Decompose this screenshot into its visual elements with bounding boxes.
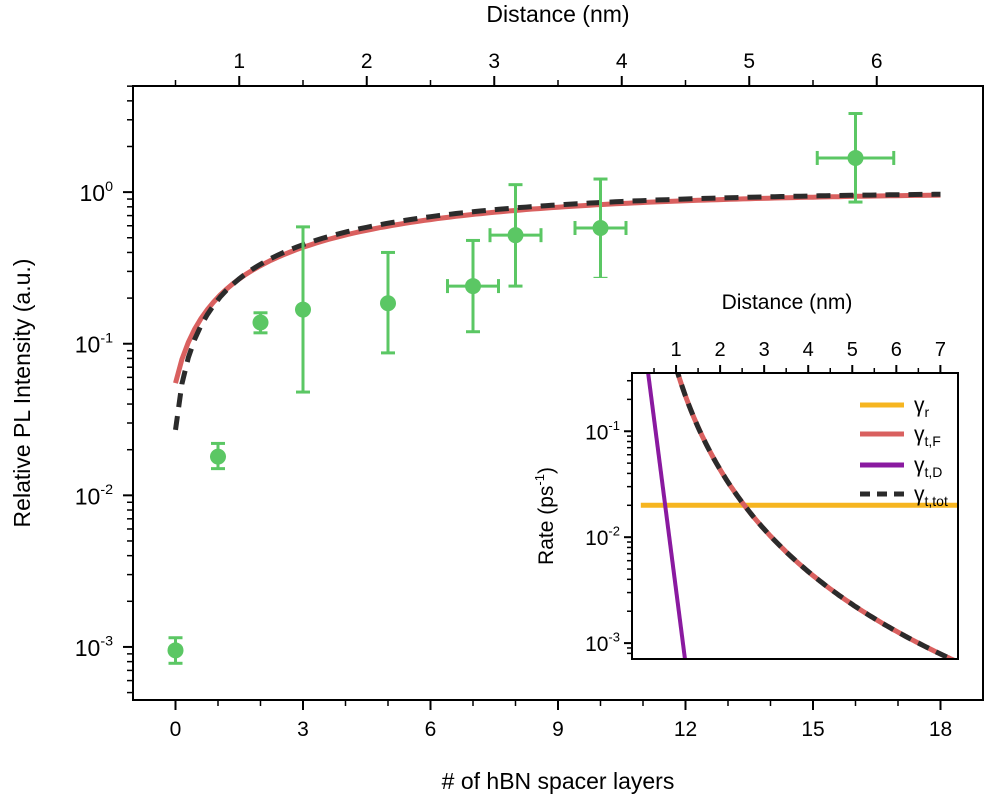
inset-x-tick-label: 4 <box>803 339 814 361</box>
x-tick-label: 18 <box>929 718 952 741</box>
data-marker <box>847 149 864 166</box>
x-tick-label: 0 <box>170 718 182 741</box>
inset-y-tick-label: 10-3 <box>585 630 620 656</box>
top-axis-label: Distance (nm) <box>486 1 629 27</box>
y-tick-label-base: 10 <box>75 483 101 509</box>
data-marker <box>295 301 311 318</box>
data-point-7 <box>573 177 628 280</box>
inset-y-axis-label: Rate (ps-1) <box>532 467 558 565</box>
data-marker <box>167 642 184 659</box>
legend-label-sub: t,D <box>925 464 943 480</box>
x-tick-label: 15 <box>801 718 824 741</box>
data-point-5 <box>446 238 500 334</box>
legend-label-sub: t,tot <box>925 493 948 509</box>
inset-curves <box>640 373 958 659</box>
inset-y-tick-label-base: 10 <box>585 527 608 550</box>
data-marker <box>252 314 269 331</box>
inset-y-axis-label-close: ) <box>535 467 558 474</box>
y-tick-label: 10-1 <box>75 330 113 357</box>
y-tick-label-base: 10 <box>75 332 101 358</box>
inset-y-tick-label-base: 10 <box>585 633 608 656</box>
inset-y-tick-label-base: 10 <box>585 421 608 444</box>
inset-y-axis-label-main: Rate (ps <box>535 486 558 565</box>
top-tick-label: 5 <box>743 50 755 73</box>
legend-label-main: γ <box>914 454 925 477</box>
data-point-1 <box>210 441 226 471</box>
y-tick-label-exp: -3 <box>100 634 113 650</box>
legend-label-sub: t,F <box>925 433 941 449</box>
legend-label-main: γ <box>914 483 925 506</box>
inset-x-tick-label: 5 <box>847 339 858 361</box>
inset-line-γ_t,D <box>646 373 687 659</box>
y-tick-label: 10-2 <box>75 482 113 509</box>
x-tick-label: 9 <box>552 718 564 741</box>
inset-y-tick-label-exp: -2 <box>608 524 620 539</box>
inset-y-tick-label-exp: -1 <box>608 418 620 433</box>
inset-x-tick-label: 2 <box>715 339 726 361</box>
inset-x-tick-label: 6 <box>891 339 902 361</box>
data-marker <box>592 219 609 236</box>
x-tick-label: 12 <box>674 718 697 741</box>
data-marker <box>507 227 524 244</box>
data-marker <box>210 448 226 465</box>
top-tick-label: 4 <box>616 50 628 73</box>
y-tick-label-base: 10 <box>79 180 105 206</box>
data-point-3 <box>295 225 311 394</box>
top-tick-label: 6 <box>871 50 883 73</box>
inset-y-tick-label: 10-1 <box>585 418 620 444</box>
inset-x-tick-label: 7 <box>935 339 946 361</box>
y-tick-label-exp: -1 <box>100 330 113 346</box>
data-point-0 <box>167 636 184 665</box>
inset-x-tick-label: 3 <box>759 339 770 361</box>
inset-y-tick-label: 10-2 <box>585 524 620 550</box>
x-tick-label: 6 <box>425 718 437 741</box>
inset-y-tick-label-exp: -3 <box>608 630 620 645</box>
legend-label-sub: r <box>925 404 930 420</box>
legend-item-γ_t,F: γt,F <box>860 423 941 449</box>
legend-item-γ_t,tot: γt,tot <box>860 483 948 509</box>
top-tick-label: 2 <box>361 50 373 73</box>
inset-x-axis-label: Distance (nm) <box>722 291 853 314</box>
data-marker <box>380 295 396 312</box>
inset-background <box>537 278 973 676</box>
x-tick-label: 3 <box>297 718 309 741</box>
data-point-6 <box>488 183 543 288</box>
legend-label: γt,tot <box>914 483 948 509</box>
legend-label-main: γ <box>914 423 925 446</box>
y-tick-label: 100 <box>79 179 113 206</box>
x-axis-label: # of hBN spacer layers <box>442 768 675 794</box>
inset-y-axis-label-exp: -1 <box>532 474 547 486</box>
y-tick-label-exp: -2 <box>100 482 113 498</box>
legend-label: γr <box>914 394 930 420</box>
y-tick-label-base: 10 <box>75 635 101 661</box>
y-axis-label: Relative PL Intensity (a.u.) <box>9 259 35 528</box>
data-point-8 <box>815 112 896 204</box>
legend-item-γ_r: γr <box>860 394 930 420</box>
inset-frame <box>631 372 959 660</box>
data-point-4 <box>380 250 396 355</box>
data-point-2 <box>252 311 269 335</box>
legend-item-γ_t,D: γt,D <box>860 454 942 480</box>
legend-label-main: γ <box>914 394 925 417</box>
inset-line-γ_t,tot <box>675 373 958 659</box>
legend-label: γt,D <box>914 454 942 480</box>
inset-x-tick-label: 1 <box>670 339 681 361</box>
y-tick-label: 10-3 <box>75 634 113 661</box>
y-tick-label-exp: 0 <box>105 179 113 195</box>
top-tick-label: 3 <box>488 50 500 73</box>
data-marker <box>465 278 481 295</box>
top-tick-label: 1 <box>233 50 245 73</box>
legend-label: γt,F <box>914 423 941 449</box>
